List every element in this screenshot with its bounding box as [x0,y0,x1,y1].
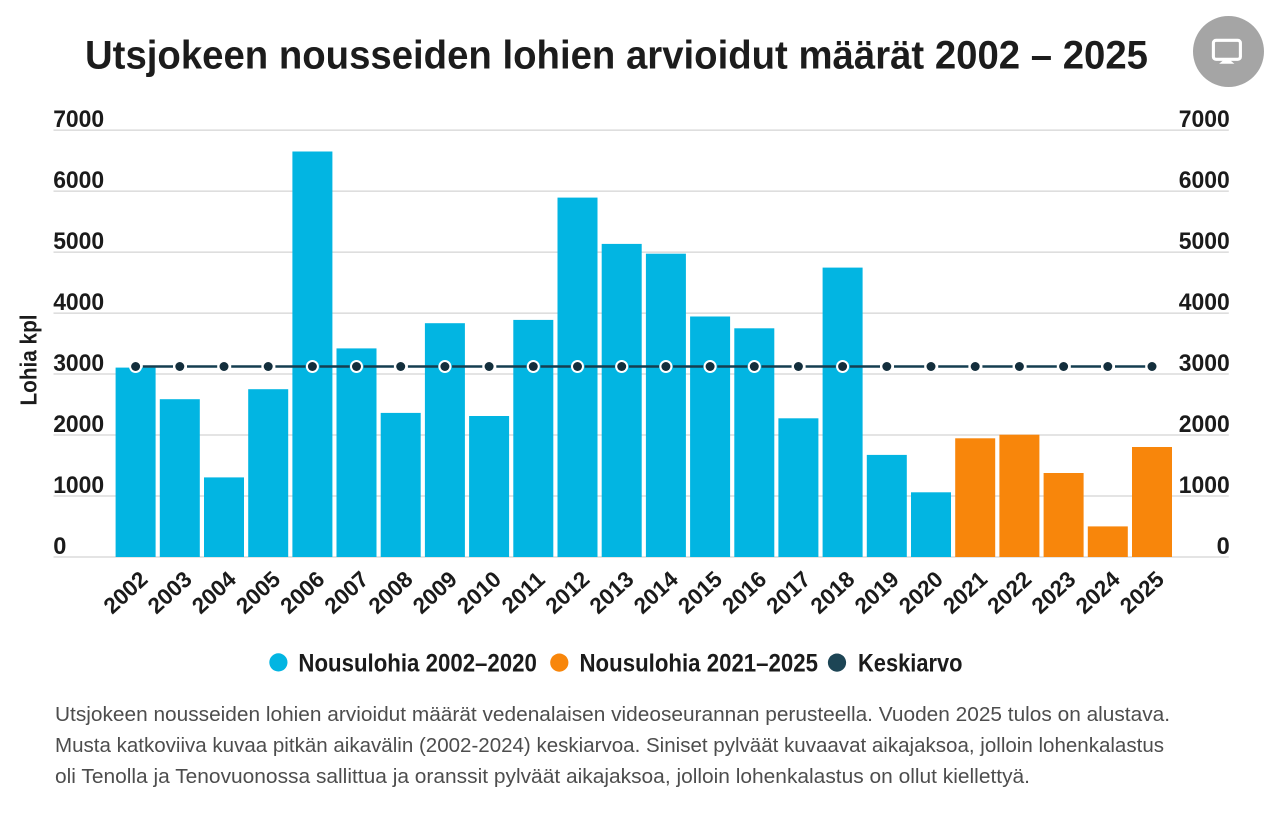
svg-text:Utsjokeen nousseiden lohien ar: Utsjokeen nousseiden lohien arvioidut mä… [85,34,1148,78]
svg-text:0: 0 [53,534,66,560]
svg-text:1000: 1000 [1179,473,1230,499]
svg-text:4000: 4000 [1179,290,1230,316]
svg-text:5000: 5000 [53,229,104,255]
svg-text:7000: 7000 [1179,107,1230,133]
svg-text:3000: 3000 [1179,351,1230,377]
svg-text:3000: 3000 [53,351,104,377]
svg-text:Nousulohia 2002–2020: Nousulohia 2002–2020 [298,650,537,678]
svg-text:Nousulohia 2021–2025: Nousulohia 2021–2025 [580,650,819,678]
svg-text:Utsjokeen nousseiden lohien ar: Utsjokeen nousseiden lohien arvioidut mä… [55,704,1170,726]
svg-text:2000: 2000 [53,412,104,438]
svg-text:Keskiarvo: Keskiarvo [858,650,963,678]
svg-text:0: 0 [1217,534,1230,560]
svg-text:6000: 6000 [1179,168,1230,194]
svg-text:7000: 7000 [53,107,104,133]
svg-text:Lohia kpl: Lohia kpl [16,315,42,406]
svg-text:Musta katkoviiva kuvaa pitkän: Musta katkoviiva kuvaa pitkän aikavälin … [55,735,1164,757]
svg-text:4000: 4000 [53,290,104,316]
svg-text:1000: 1000 [53,473,104,499]
svg-text:6000: 6000 [53,168,104,194]
svg-text:5000: 5000 [1179,229,1230,255]
svg-text:2000: 2000 [1179,412,1230,438]
svg-text:oli Tenolla ja Tenovuonossa sa: oli Tenolla ja Tenovuonossa sallittua ja… [55,766,1030,788]
